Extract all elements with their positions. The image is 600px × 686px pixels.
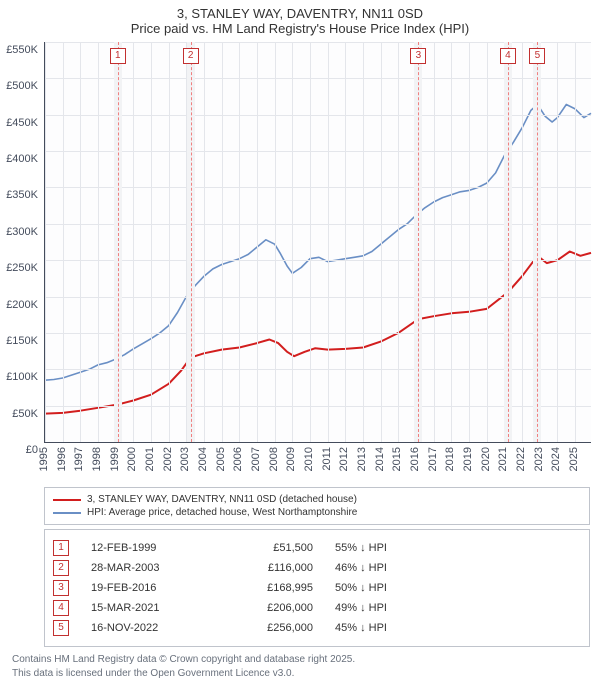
x-tick-label: 2017 [427,447,439,471]
x-tick-label: 2010 [303,447,315,471]
y-tick-label: £150K [6,335,38,347]
legend-swatch [53,499,81,501]
transaction-marker: 5 [529,48,545,64]
x-tick-label: 2025 [568,447,580,471]
chart-title-address: 3, STANLEY WAY, DAVENTRY, NN11 0SD [0,6,600,21]
plot-area: 1 2 3 45 [44,42,591,443]
x-tick-label: 2019 [462,447,474,471]
legend-label: HPI: Average price, detached house, West… [87,507,357,518]
transaction-marker: 3 [410,48,426,64]
y-tick-label: £250K [6,262,38,274]
transaction-marker: 1 [110,48,126,64]
transaction-delta: 46% ↓ HPI [335,562,435,574]
transaction-delta: 55% ↓ HPI [335,542,435,554]
transaction-row-marker: 5 [53,620,69,636]
transaction-row-marker: 2 [53,560,69,576]
transaction-delta: 49% ↓ HPI [335,602,435,614]
chart-titles: 3, STANLEY WAY, DAVENTRY, NN11 0SD Price… [0,0,600,36]
y-tick-label: £0 [26,444,38,456]
x-tick-label: 1999 [109,447,121,471]
x-tick-label: 2001 [144,447,156,471]
y-tick-label: £200K [6,299,38,311]
footer-line2: This data is licensed under the Open Gov… [12,667,590,681]
x-tick-label: 2008 [268,447,280,471]
x-tick-label: 1997 [73,447,85,471]
x-tick-label: 2005 [215,447,227,471]
y-tick-label: £50K [12,408,38,420]
x-tick-label: 2002 [162,447,174,471]
x-tick-label: 2023 [533,447,545,471]
x-tick-label: 2013 [356,447,368,471]
transaction-date: 16-NOV-2022 [91,622,201,634]
transaction-delta: 45% ↓ HPI [335,622,435,634]
transaction-row-marker: 4 [53,600,69,616]
x-tick-label: 1995 [38,447,50,471]
x-tick-label: 2007 [250,447,262,471]
transaction-price: £206,000 [223,602,313,614]
x-tick-label: 2021 [497,447,509,471]
x-tick-label: 1996 [56,447,68,471]
transaction-marker: 4 [500,48,516,64]
y-tick-label: £450K [6,117,38,129]
transaction-price: £116,000 [223,562,313,574]
x-tick-label: 2004 [197,447,209,471]
x-tick-label: 1998 [91,447,103,471]
transaction-row-marker: 3 [53,580,69,596]
x-axis-labels: 1995199619971998199920002001200220032004… [44,443,590,481]
footer-attribution: Contains HM Land Registry data © Crown c… [12,653,590,680]
x-tick-label: 2024 [550,447,562,471]
x-tick-label: 2022 [515,447,527,471]
transaction-row: 5 16-NOV-2022 £256,000 45% ↓ HPI [53,620,581,636]
legend-row: HPI: Average price, detached house, West… [53,507,581,518]
transaction-date: 15-MAR-2021 [91,602,201,614]
y-tick-label: £550K [6,44,38,56]
x-tick-label: 2006 [232,447,244,471]
transaction-row: 1 12-FEB-1999 £51,500 55% ↓ HPI [53,540,581,556]
x-tick-label: 2009 [285,447,297,471]
transactions-table: 1 12-FEB-1999 £51,500 55% ↓ HPI 2 28-MAR-2003… [44,529,590,647]
x-tick-label: 2020 [480,447,492,471]
transaction-price: £256,000 [223,622,313,634]
transaction-marker: 2 [183,48,199,64]
y-axis-labels: £0£50K£100K£150K£200K£250K£300K£350K£400… [0,50,42,450]
transaction-date: 28-MAR-2003 [91,562,201,574]
x-tick-label: 2011 [321,447,333,471]
y-tick-label: £350K [6,189,38,201]
x-tick-label: 2018 [444,447,456,471]
footer-line1: Contains HM Land Registry data © Crown c… [12,653,590,667]
y-tick-label: £500K [6,80,38,92]
x-tick-label: 2000 [126,447,138,471]
chart-container: 3, STANLEY WAY, DAVENTRY, NN11 0SD Price… [0,0,600,680]
transaction-row: 3 19-FEB-2016 £168,995 50% ↓ HPI [53,580,581,596]
legend: 3, STANLEY WAY, DAVENTRY, NN11 0SD (deta… [44,487,590,525]
legend-label: 3, STANLEY WAY, DAVENTRY, NN11 0SD (deta… [87,494,357,505]
x-tick-label: 2014 [374,447,386,471]
x-tick-label: 2016 [409,447,421,471]
legend-swatch [53,512,81,514]
transaction-date: 12-FEB-1999 [91,542,201,554]
transaction-row-marker: 1 [53,540,69,556]
transaction-price: £51,500 [223,542,313,554]
chart-title-sub: Price paid vs. HM Land Registry's House … [0,21,600,36]
x-tick-label: 2015 [391,447,403,471]
y-tick-label: £100K [6,371,38,383]
transaction-price: £168,995 [223,582,313,594]
transaction-row: 2 28-MAR-2003 £116,000 46% ↓ HPI [53,560,581,576]
transaction-row: 4 15-MAR-2021 £206,000 49% ↓ HPI [53,600,581,616]
y-tick-label: £300K [6,226,38,238]
x-tick-label: 2012 [338,447,350,471]
transaction-date: 19-FEB-2016 [91,582,201,594]
x-tick-label: 2003 [179,447,191,471]
transaction-delta: 50% ↓ HPI [335,582,435,594]
y-tick-label: £400K [6,153,38,165]
legend-row: 3, STANLEY WAY, DAVENTRY, NN11 0SD (deta… [53,494,581,505]
